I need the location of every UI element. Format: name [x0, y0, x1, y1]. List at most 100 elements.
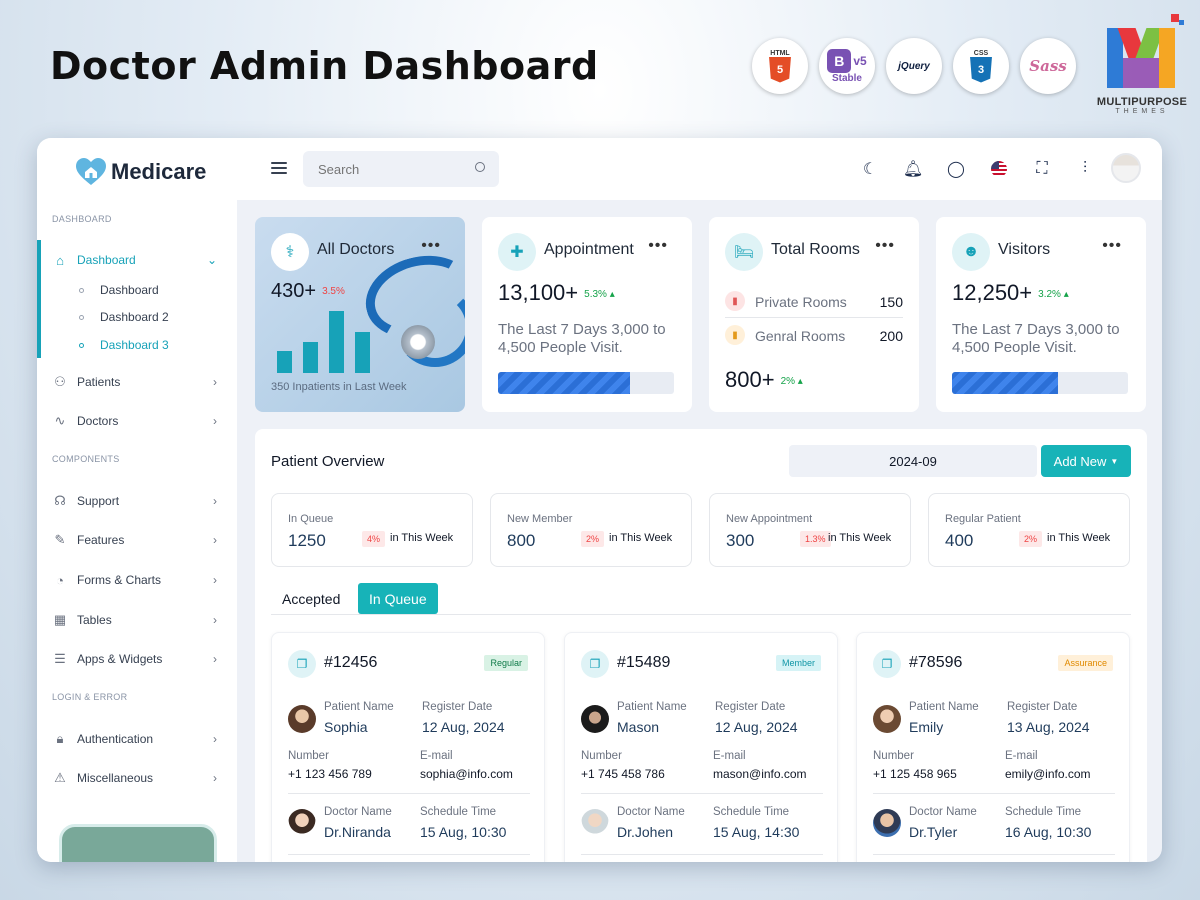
sidebar-item-apps-widgets[interactable]: ☰ Apps & Widgets ›: [37, 647, 237, 671]
email-label: E-mail: [713, 750, 746, 762]
chevron-down-icon: ⌄: [206, 253, 217, 267]
stat-label: In Queue: [288, 513, 334, 525]
multipurpose-themes-logo: MULTIPURPOSE THEMES: [1092, 10, 1192, 115]
general-rooms-label: Genral Rooms: [755, 328, 846, 344]
heart-home-icon: [76, 158, 106, 185]
progress-fill: [952, 372, 1058, 394]
app-logo-text: Medicare: [111, 159, 207, 184]
jquery-badge-label: jQuery: [898, 60, 930, 72]
tab-divider: [271, 614, 1131, 615]
patient-card[interactable]: ❐ #12456 Regular Patient Name Sophia Reg…: [271, 632, 545, 862]
html5-badge: HTML 5: [752, 38, 808, 94]
more-options-icon[interactable]: •••: [648, 237, 668, 254]
sidebar-item-support[interactable]: ☊ Support ›: [37, 489, 237, 513]
copy-icon: ❐: [873, 650, 901, 678]
phone-number: +1 125 458 965: [873, 767, 957, 781]
sidebar-subitem-dashboard-3[interactable]: Dashboard 3: [79, 338, 169, 352]
sidebar-subitem-dashboard-2[interactable]: Dashboard 2: [79, 310, 169, 324]
sidebar-item-patients[interactable]: ⚇ Patients ›: [37, 370, 237, 394]
sidebar-item-doctors[interactable]: ∿ Doctors ›: [37, 409, 237, 433]
patient-name: Emily: [909, 719, 944, 735]
more-options-icon[interactable]: •••: [421, 237, 441, 254]
status-badge: Member: [775, 655, 821, 671]
total-rooms-card: 🛏︎ Total Rooms ••• ▮ Private Rooms 150 ▮…: [709, 217, 919, 412]
search-box: [303, 151, 499, 187]
stat-new-member: New Member 800 2% in This Week: [490, 493, 692, 567]
register-date-label: Register Date: [422, 701, 493, 713]
number-label: Number: [873, 750, 914, 762]
chevron-right-icon: ›: [213, 375, 217, 389]
sidebar-item-label: Doctors: [77, 414, 119, 428]
register-date-label: Register Date: [715, 701, 786, 713]
us-flag-icon[interactable]: [989, 159, 1009, 179]
brand-sub: THEMES: [1115, 108, 1169, 115]
app-logo[interactable]: Medicare: [75, 158, 206, 186]
card-title: All Doctors: [317, 241, 395, 258]
patient-avatar: [288, 705, 316, 733]
patient-card[interactable]: ❐ #15489 Member Patient Name Mason Regis…: [564, 632, 838, 862]
sidebar-subitem-dashboard[interactable]: Dashboard: [79, 283, 159, 297]
search-input[interactable]: [318, 161, 468, 177]
more-options-icon[interactable]: •••: [875, 237, 895, 254]
jquery-badge: jQuery: [886, 38, 942, 94]
divider: [288, 854, 530, 855]
edit-icon: ✎: [54, 532, 66, 547]
stat-regular-patient: Regular Patient 400 2% in This Week: [928, 493, 1130, 567]
doctors-count: 430+ 3.5%: [271, 280, 345, 303]
user-avatar[interactable]: [1111, 153, 1141, 183]
sidebar-item-tables[interactable]: ▦ Tables ›: [37, 608, 237, 632]
sidebar-item-miscellaneous[interactable]: ⚠ Miscellaneous ›: [37, 766, 237, 790]
patient-name-label: Patient Name: [909, 701, 979, 713]
add-new-button[interactable]: Add New ▼: [1041, 445, 1131, 477]
visitors-desc: The Last 7 Days 3,000 to 4,500 People Vi…: [952, 321, 1120, 356]
doctor-name: Dr.Niranda: [324, 824, 391, 840]
doctor-icon: ⚕: [271, 233, 309, 271]
stat-value: 300: [726, 531, 755, 550]
progress-fill: [498, 372, 630, 394]
sidebar-item-label: Authentication: [77, 732, 154, 746]
bell-icon[interactable]: 🔔︎: [902, 161, 924, 178]
sidebar-item-label: Tables: [77, 613, 112, 627]
moon-icon[interactable]: ☾: [862, 161, 878, 178]
doctors-change: 3.5%: [322, 286, 345, 298]
tab-accepted[interactable]: Accepted: [282, 590, 341, 607]
email-value: emily@info.com: [1005, 767, 1091, 781]
doctor-name-label: Doctor Name: [324, 806, 392, 818]
appointment-count: 13,100+ 5.3% ▴: [498, 280, 615, 306]
chevron-right-icon: ›: [213, 494, 217, 508]
register-date: 12 Aug, 2024: [715, 719, 798, 735]
fullscreen-icon[interactable]: ⛶: [1036, 160, 1048, 177]
schedule-time-label: Schedule Time: [1005, 806, 1082, 818]
divider: [873, 793, 1115, 794]
stat-period: in This Week: [609, 532, 673, 544]
sidebar-item-forms-charts[interactable]: ◔ Forms & Charts ›: [37, 568, 237, 592]
sidebar-item-authentication[interactable]: 🔒︎ Authentication ›: [37, 727, 237, 751]
stat-label: Regular Patient: [945, 513, 1021, 525]
bullet-icon: [79, 314, 84, 320]
sidebar-item-dashboard[interactable]: ⌂ Dashboard ⌄: [37, 248, 237, 272]
tab-in-queue[interactable]: In Queue: [358, 583, 438, 614]
section-label-components: COMPONENTS: [52, 454, 120, 464]
status-badge: Regular: [484, 655, 528, 671]
patient-overview-panel: Patient Overview 2024-09 Add New ▼ In Que…: [255, 429, 1147, 862]
rooms-count: 800+ 2% ▴: [725, 367, 803, 393]
divider: [288, 793, 530, 794]
brand-mark-icon: [1099, 10, 1185, 96]
doctor-name: Dr.Tyler: [909, 824, 958, 840]
patient-card[interactable]: ❐ #78596 Assurance Patient Name Emily Re…: [856, 632, 1130, 862]
more-options-icon[interactable]: •••: [1102, 237, 1122, 254]
chat-icon[interactable]: ◯: [947, 161, 965, 178]
date-picker[interactable]: 2024-09: [789, 445, 1037, 477]
menu-toggle-icon[interactable]: [271, 162, 287, 174]
search-icon[interactable]: [475, 162, 485, 172]
sidebar-subitem-label: Dashboard 3: [100, 338, 169, 352]
chart-bar: [329, 311, 344, 373]
sidebar-item-features[interactable]: ✎ Features ›: [37, 528, 237, 552]
section-label-login-error: LOGIN & ERROR: [52, 692, 128, 702]
settings-sliders-icon[interactable]: ⫶: [1082, 160, 1087, 177]
sidebar-item-label: Miscellaneous: [77, 771, 154, 785]
appointment-value: 13,100+: [498, 280, 579, 305]
divider: [725, 317, 903, 318]
doctors-bar-chart: [277, 307, 377, 373]
